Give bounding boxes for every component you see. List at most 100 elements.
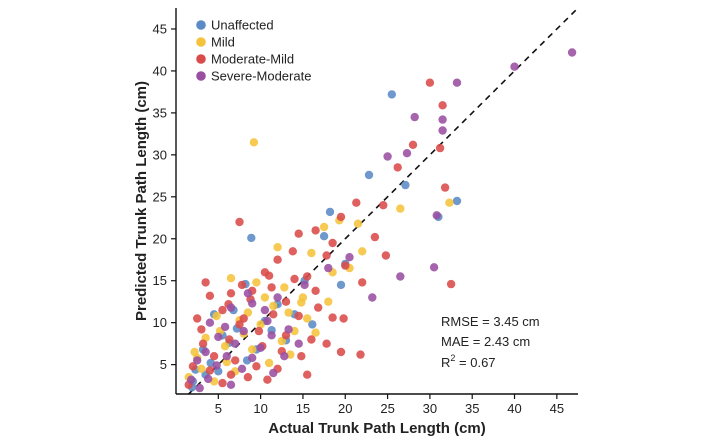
point-severe-moderate-41	[263, 316, 272, 326]
point-mild-9	[226, 274, 236, 283]
point-mild-12	[324, 297, 333, 306]
legend-label: Unaffected	[211, 18, 274, 33]
point-severe-moderate-3	[410, 112, 419, 122]
point-moderate-mild-4	[393, 163, 402, 172]
point-mild-22	[277, 336, 286, 346]
point-severe-moderate-9	[345, 253, 354, 262]
point-unaffected-4	[325, 207, 335, 217]
point-mild-15	[212, 311, 221, 321]
point-mild-34	[260, 293, 270, 302]
point-mild-1	[445, 198, 454, 207]
point-mild-7	[307, 248, 316, 258]
point-severe-moderate-15	[273, 293, 282, 302]
point-moderate-mild-22	[267, 283, 276, 292]
x-tick-label: 30	[423, 401, 437, 416]
point-moderate-mild-13	[311, 226, 320, 235]
stats-box: RMSE = 3.45 cm MAE = 2.43 cm R2 = 0.67	[441, 314, 540, 370]
point-severe-moderate-29	[248, 353, 257, 363]
point-mild-2	[396, 204, 405, 213]
x-tick-label: 25	[380, 401, 394, 416]
point-moderate-mild-2	[408, 140, 418, 149]
point-moderate-mild-20	[341, 261, 350, 270]
point-mild-10	[252, 278, 261, 287]
point-unaffected-1	[364, 170, 374, 180]
point-mild-27	[264, 358, 274, 368]
point-unaffected-6	[319, 232, 329, 241]
point-moderate-mild-39	[307, 335, 316, 344]
point-moderate-mild-53	[263, 375, 272, 384]
point-moderate-mild-8	[370, 232, 380, 242]
y-axis-label: Predicted Trunk Path Length (cm)	[133, 81, 150, 321]
r2-prefix: R	[441, 355, 450, 370]
point-severe-moderate-38	[294, 339, 303, 348]
point-moderate-mild-10	[336, 212, 346, 222]
point-moderate-mild-28	[314, 303, 323, 312]
x-tick-label: 10	[253, 401, 267, 416]
point-moderate-mild-46	[231, 356, 240, 365]
point-mild-17	[256, 320, 265, 329]
point-moderate-mild-31	[294, 311, 303, 321]
point-unaffected-3	[452, 196, 462, 206]
y-tick-label: 20	[153, 231, 167, 246]
x-tick-label: 35	[465, 401, 479, 416]
point-moderate-mild-32	[269, 310, 278, 319]
x-axis-label: Actual Trunk Path Length (cm)	[268, 420, 486, 437]
point-mild-33	[303, 314, 312, 323]
point-moderate-mild-63	[311, 286, 320, 295]
point-moderate-mild-27	[281, 297, 291, 306]
x-tick-label: 45	[550, 401, 564, 416]
point-moderate-mild-62	[297, 352, 306, 361]
point-severe-moderate-36	[226, 380, 236, 389]
point-moderate-mild-1	[438, 101, 447, 110]
point-severe-moderate-5	[438, 126, 447, 135]
legend-label: Severe-Moderate	[211, 69, 311, 84]
point-unaffected-30	[336, 280, 346, 290]
point-severe-moderate-21	[284, 325, 293, 334]
point-moderate-mild-24	[226, 289, 236, 298]
r2-text: R2 = 0.67	[441, 353, 496, 370]
point-severe-moderate-16	[260, 305, 270, 315]
legend-marker	[196, 20, 206, 30]
point-severe-moderate-23	[205, 318, 215, 327]
point-severe-moderate-8	[432, 211, 441, 220]
point-severe-moderate-12	[368, 293, 377, 302]
x-tick-label: 5	[215, 401, 222, 416]
point-moderate-mild-56	[218, 378, 227, 388]
point-severe-moderate-17	[248, 299, 257, 308]
y-tick-label: 45	[153, 21, 167, 36]
point-mild-13	[269, 301, 278, 311]
point-moderate-mild-40	[322, 339, 331, 348]
point-severe-moderate-35	[204, 374, 213, 384]
point-mild-4	[353, 219, 363, 228]
point-severe-moderate-30	[193, 356, 202, 365]
r2-superscript: 2	[450, 353, 455, 363]
point-moderate-mild-15	[288, 247, 297, 256]
point-moderate-mild-26	[201, 278, 210, 287]
point-moderate-mild-57	[264, 271, 274, 280]
point-severe-moderate-14	[300, 280, 309, 290]
point-moderate-mild-51	[226, 370, 236, 379]
point-severe-moderate-26	[280, 352, 289, 361]
point-mild-28	[197, 364, 206, 373]
point-mild-23	[220, 342, 230, 351]
legend-marker	[196, 37, 206, 47]
x-tick-label: 15	[296, 401, 310, 416]
point-moderate-mild-64	[356, 350, 365, 359]
point-moderate-mild-41	[336, 347, 346, 357]
point-severe-moderate-20	[267, 331, 276, 340]
point-severe-moderate-10	[396, 272, 405, 281]
y-tick-label: 30	[153, 147, 167, 162]
point-severe-moderate-0	[567, 48, 577, 57]
point-moderate-mild-6	[446, 279, 456, 289]
point-mild-40	[280, 283, 289, 292]
point-unaffected-0	[387, 90, 396, 99]
point-mild-5	[319, 222, 329, 232]
rmse-text: RMSE = 3.45 cm	[441, 314, 540, 329]
point-mild-6	[273, 243, 282, 252]
point-moderate-mild-37	[254, 326, 264, 336]
point-unaffected-2	[401, 180, 410, 190]
point-severe-moderate-28	[222, 352, 231, 361]
point-moderate-mild-65	[197, 325, 206, 334]
data-points-layer	[184, 48, 577, 393]
point-severe-moderate-7	[402, 149, 412, 158]
